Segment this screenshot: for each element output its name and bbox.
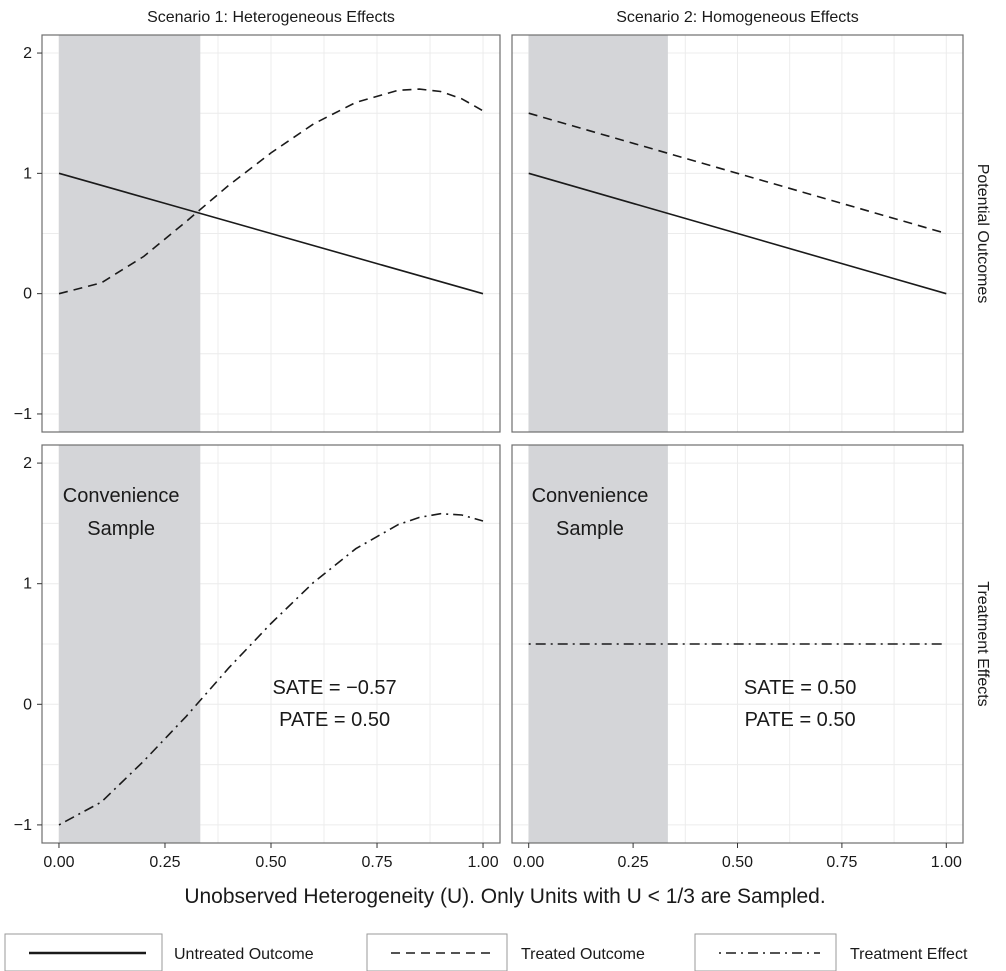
strip-label-row2: Treatment Effects	[974, 581, 991, 706]
series-line-treated	[528, 112, 947, 235]
panel-1-2	[511, 34, 964, 433]
shaded-region	[528, 35, 668, 432]
panels: Convenience Sample SATE = −0.57 PATE = 0.50…	[41, 34, 964, 844]
series-line-treated	[58, 88, 484, 295]
x-tick-label: 0.25	[149, 854, 180, 871]
strip-label-row1: Potential Outcomes	[974, 164, 991, 304]
legend-label-treated: Treated Outcome	[521, 946, 645, 963]
y-tick-label: 1	[23, 576, 32, 593]
series-line-untreated	[58, 172, 484, 295]
annotation-sate: SATE = −0.57	[273, 677, 397, 699]
annotation-pate: PATE = 0.50	[745, 709, 856, 731]
y-tick-label: 1	[23, 165, 32, 182]
x-tick-label: 1.00	[931, 854, 962, 871]
x-tick-label: 0.00	[513, 854, 544, 871]
shaded-region	[58, 445, 201, 843]
panel-border	[41, 34, 501, 433]
panel-border	[511, 34, 964, 433]
panel-2-2: Convenience Sample SATE = 0.50 PATE = 0.50	[511, 444, 964, 844]
legend-label-untreated: Untreated Outcome	[174, 946, 314, 963]
y-tick-label: 0	[23, 286, 32, 303]
annotation-sample: Sample	[87, 518, 155, 540]
legend: Untreated Outcome Treated Outcome Treatmen…	[4, 933, 968, 971]
y-tick-label: −1	[14, 817, 32, 834]
panel-1-1	[41, 34, 501, 433]
strip-label-col1: Scenario 1: Heterogeneous Effects	[147, 9, 395, 26]
annotation-sate: SATE = 0.50	[744, 677, 856, 699]
panel-2-1: Convenience Sample SATE = −0.57 PATE = 0.50	[41, 444, 501, 844]
legend-key-box-effect	[694, 933, 837, 971]
x-tick-label: 0.50	[722, 854, 753, 871]
series-line-effect	[58, 512, 484, 826]
x-tick-label: 0.00	[43, 854, 74, 871]
x-tick-label: 0.50	[255, 854, 286, 871]
y-tick-label: 0	[23, 696, 32, 713]
x-tick-label: 1.00	[467, 854, 498, 871]
axes: −1 0 1 2 −1 0 1 2 0.00 0.25 0.50 0.75 1.00 0.00 0.25 0.…	[14, 45, 962, 871]
annotation-convenience: Convenience	[63, 485, 180, 507]
annotation-sample: Sample	[556, 518, 624, 540]
x-tick-label: 0.75	[361, 854, 392, 871]
series-line-untreated	[528, 172, 947, 295]
annotation-pate: PATE = 0.50	[279, 709, 390, 731]
x-axis-title: Unobserved Heterogeneity (U). Only Units…	[184, 885, 825, 908]
x-tick-label: 0.75	[826, 854, 857, 871]
shaded-region	[58, 35, 201, 432]
y-tick-label: 2	[23, 455, 32, 472]
x-tick-label: 0.25	[618, 854, 649, 871]
facet-strip-labels: Scenario 1: Heterogeneous Effects Scenari…	[147, 9, 859, 26]
y-tick-label: −1	[14, 406, 32, 423]
annotation-convenience: Convenience	[532, 485, 649, 507]
legend-label-effect: Treatment Effect	[850, 946, 968, 963]
y-tick-label: 2	[23, 45, 32, 62]
strip-label-col2: Scenario 2: Homogeneous Effects	[616, 9, 859, 26]
facet-row-labels: Potential Outcomes Treatment Effects	[974, 164, 991, 707]
